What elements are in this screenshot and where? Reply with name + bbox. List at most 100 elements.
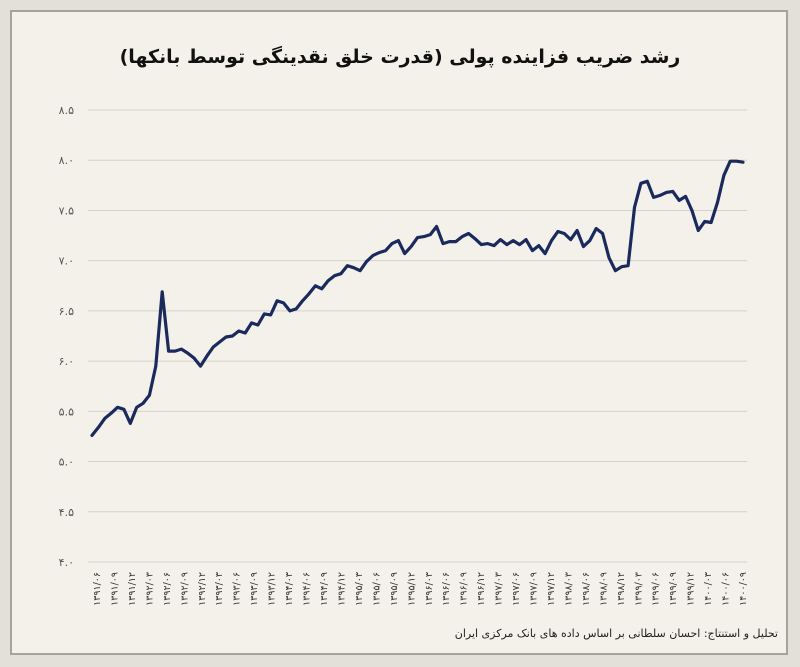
data-point [403, 252, 406, 255]
data-point [141, 402, 145, 405]
data-point [192, 356, 196, 360]
x-tick-label: ۱۳۹۲/۰۶ [162, 572, 173, 606]
y-tick-label: ۴.۵ [59, 506, 74, 519]
data-point [422, 235, 426, 238]
data-point [550, 239, 553, 242]
data-point [601, 232, 604, 235]
data-point [378, 251, 381, 254]
y-tick-label: ۴.۰ [59, 556, 74, 569]
x-tick-label: ۱۳۹۲/۰۹ [179, 572, 190, 606]
data-point [154, 364, 157, 368]
x-tick-label: ۱۴۰۰/۰۶ [721, 572, 732, 606]
x-tick-label: ۱۳۹۷/۰۹ [529, 572, 540, 606]
x-tick-label: ۱۳۹۱/۰۶ [92, 572, 103, 606]
y-tick-label: ۶.۰ [59, 355, 74, 368]
data-point [473, 237, 477, 240]
data-point [288, 309, 292, 313]
data-point [741, 161, 745, 164]
data-point [633, 206, 636, 209]
data-point [614, 269, 617, 272]
x-tick-label: ۱۳۹۷/۰۳ [494, 572, 505, 606]
x-tick-label: ۱۳۹۶/۰۶ [441, 572, 452, 606]
y-tick-label: ۸.۰ [59, 154, 74, 167]
chart-frame [10, 10, 788, 655]
x-tick-label: ۱۳۹۶/۱۲ [476, 572, 487, 606]
x-tick-label: ۱۳۹۸/۰۳ [563, 572, 574, 606]
data-point [537, 244, 540, 247]
y-tick-label: ۵.۰ [59, 456, 74, 469]
data-point [416, 236, 419, 239]
y-tick-label: ۷.۵ [59, 204, 74, 217]
grid-lines [88, 109, 747, 563]
data-point [97, 426, 100, 429]
data-point [205, 354, 209, 358]
data-point [263, 312, 266, 316]
data-point [467, 232, 470, 235]
x-tick-label: ۱۳۹۳/۰۹ [249, 572, 260, 606]
data-point [588, 239, 591, 242]
x-tick-label: ۱۳۹۸/۰۹ [598, 572, 609, 606]
x-tick-label: ۱۴۰۰/۰۹ [738, 572, 749, 606]
data-point [135, 406, 138, 409]
data-point [390, 242, 394, 245]
data-point [652, 196, 655, 199]
x-tick-label: ۱۳۹۴/۰۶ [302, 572, 313, 606]
data-point [148, 394, 151, 397]
data-point [735, 160, 738, 163]
y-axis: ۴.۰ ۴.۵ ۵.۰ ۵.۵ ۶.۰ ۶.۵ ۷.۰ ۷.۵ ۸.۰ ۸.۵ [59, 104, 74, 569]
data-point [729, 160, 732, 163]
data-point [90, 434, 94, 437]
data-point [199, 364, 202, 368]
data-point [224, 335, 228, 339]
data-point [518, 243, 521, 246]
data-point [607, 256, 611, 259]
data-point [103, 417, 107, 420]
data-point [282, 301, 285, 305]
data-point [244, 331, 247, 335]
data-point [269, 313, 272, 317]
x-tick-label: ۱۳۹۲/۱۲ [197, 572, 208, 606]
data-point [512, 239, 515, 242]
x-tick-label: ۱۴۰۰/۰۳ [703, 572, 714, 606]
x-tick-label: ۱۳۹۵/۰۳ [354, 572, 365, 606]
data-point [543, 252, 547, 255]
data-point [275, 299, 279, 302]
data-point [129, 422, 132, 425]
data-point [690, 209, 694, 212]
data-point [116, 406, 119, 409]
data-point [409, 245, 413, 248]
x-tick-label: ۱۳۹۵/۱۲ [406, 572, 417, 606]
data-point [441, 242, 445, 245]
data-point [575, 229, 579, 232]
data-point [524, 238, 528, 241]
x-tick-label: ۱۳۹۴/۰۹ [319, 572, 330, 606]
data-point [454, 240, 457, 243]
data-point [231, 334, 234, 338]
data-point [167, 349, 170, 353]
data-point [256, 323, 260, 327]
data-point [397, 239, 400, 242]
y-tick-label: ۶.۵ [59, 305, 74, 318]
data-point [531, 249, 534, 252]
data-point [665, 191, 668, 194]
y-tick-label: ۷.۰ [59, 255, 74, 268]
data-point [122, 408, 126, 411]
x-tick-label: ۱۳۹۳/۱۲ [267, 572, 278, 606]
data-point [218, 340, 221, 344]
x-tick-label: ۱۳۹۵/۰۶ [371, 572, 382, 606]
data-point [352, 266, 355, 269]
x-tick-label: ۱۳۹۹/۰۹ [668, 572, 679, 606]
data-point [250, 321, 253, 325]
y-tick-label: ۵.۵ [59, 405, 74, 418]
data-point [505, 243, 509, 246]
x-tick-label: ۱۳۹۶/۰۹ [459, 572, 470, 606]
data-point [307, 292, 311, 295]
data-point [173, 349, 177, 353]
x-tick-label: ۱۳۹۳/۰۳ [214, 572, 225, 606]
data-point [371, 254, 374, 257]
data-point [326, 279, 330, 282]
data-point [556, 230, 560, 233]
data-point [563, 232, 566, 235]
data-point [703, 220, 706, 223]
